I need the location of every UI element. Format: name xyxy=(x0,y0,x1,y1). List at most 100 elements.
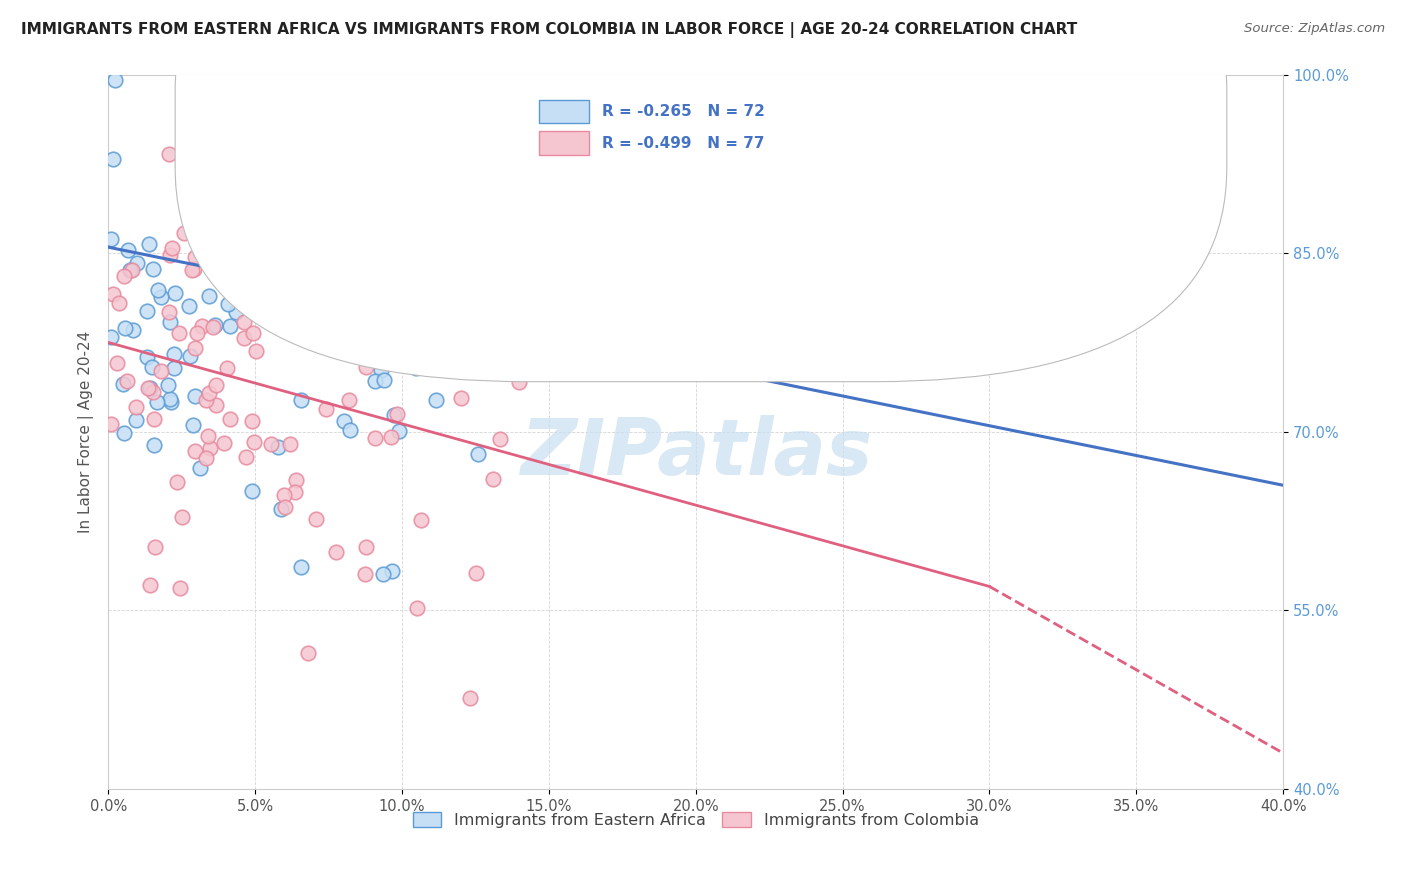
Point xyxy=(425,393,447,408)
Point xyxy=(373,373,395,387)
Point xyxy=(159,392,181,406)
Point xyxy=(194,451,217,466)
Point xyxy=(460,212,482,227)
Point xyxy=(167,326,190,340)
Point xyxy=(260,437,283,451)
Point xyxy=(370,363,392,377)
Point xyxy=(191,319,214,334)
Point xyxy=(188,460,211,475)
Text: IMMIGRANTS FROM EASTERN AFRICA VS IMMIGRANTS FROM COLOMBIA IN LABOR FORCE | AGE : IMMIGRANTS FROM EASTERN AFRICA VS IMMIGR… xyxy=(21,22,1077,38)
Point xyxy=(143,540,166,554)
Point xyxy=(240,414,263,428)
Point xyxy=(371,567,394,582)
Point xyxy=(159,394,181,409)
Point xyxy=(458,690,481,705)
Point xyxy=(290,393,312,408)
Text: R = -0.265   N = 72: R = -0.265 N = 72 xyxy=(602,104,765,120)
Point xyxy=(198,386,221,401)
Point xyxy=(354,567,377,582)
Point xyxy=(160,241,183,255)
Point xyxy=(159,248,181,262)
Point xyxy=(273,488,295,502)
Point xyxy=(169,582,191,596)
Point xyxy=(195,392,218,407)
Point xyxy=(381,564,404,578)
Point xyxy=(364,431,387,445)
Point xyxy=(343,297,366,311)
Point xyxy=(405,360,427,375)
Point xyxy=(385,407,408,421)
Point xyxy=(150,290,173,304)
Point xyxy=(247,305,270,319)
Point xyxy=(204,398,226,412)
Point xyxy=(163,347,186,361)
Point xyxy=(284,485,307,500)
Point xyxy=(267,441,290,455)
Point xyxy=(139,381,162,395)
Point xyxy=(274,500,297,514)
Point xyxy=(364,322,387,336)
Point xyxy=(337,392,360,407)
Point xyxy=(141,385,163,400)
Point xyxy=(125,412,148,426)
Point xyxy=(285,474,308,488)
Point xyxy=(112,377,135,392)
Point xyxy=(141,261,163,276)
Point xyxy=(197,428,219,442)
Point xyxy=(112,425,135,440)
Point xyxy=(138,236,160,251)
Point xyxy=(339,423,361,437)
Point xyxy=(179,349,201,363)
Point xyxy=(165,285,187,300)
Point xyxy=(271,306,294,320)
Point xyxy=(508,375,530,389)
Legend: Immigrants from Eastern Africa, Immigrants from Colombia: Immigrants from Eastern Africa, Immigran… xyxy=(406,806,986,834)
Point xyxy=(217,296,239,310)
Point xyxy=(482,472,505,486)
Point xyxy=(329,263,352,277)
Point xyxy=(489,432,512,446)
Point xyxy=(136,350,159,364)
Point xyxy=(411,513,433,527)
Point xyxy=(464,566,486,581)
Point xyxy=(166,475,188,489)
Point xyxy=(183,389,205,403)
Point xyxy=(243,434,266,449)
Point xyxy=(218,318,240,333)
Point xyxy=(125,400,148,414)
Point xyxy=(145,395,167,409)
Bar xyxy=(540,131,589,154)
Point xyxy=(136,381,159,395)
Point xyxy=(142,412,165,426)
Point xyxy=(315,401,337,416)
Point xyxy=(186,326,208,341)
Point xyxy=(194,238,217,252)
Point xyxy=(135,304,157,318)
Point xyxy=(262,308,284,322)
Point xyxy=(332,229,354,244)
Bar xyxy=(540,100,589,123)
Point xyxy=(333,414,356,428)
Text: R = -0.499   N = 77: R = -0.499 N = 77 xyxy=(602,136,765,151)
Point xyxy=(201,320,224,334)
Point xyxy=(267,310,290,325)
Point xyxy=(212,436,235,450)
Point xyxy=(138,578,160,592)
Point xyxy=(332,274,354,288)
Point xyxy=(100,417,122,431)
Point xyxy=(141,360,163,375)
Point xyxy=(100,232,122,246)
Point xyxy=(142,438,165,452)
Point xyxy=(103,153,125,167)
Point xyxy=(198,441,221,455)
Point xyxy=(104,73,127,87)
Point xyxy=(112,269,135,284)
Point xyxy=(270,502,292,516)
Point xyxy=(100,330,122,344)
Point xyxy=(262,279,284,293)
Point xyxy=(325,545,347,559)
Point xyxy=(180,263,202,277)
Point xyxy=(146,283,169,297)
Point xyxy=(122,323,145,337)
Point xyxy=(204,318,226,332)
